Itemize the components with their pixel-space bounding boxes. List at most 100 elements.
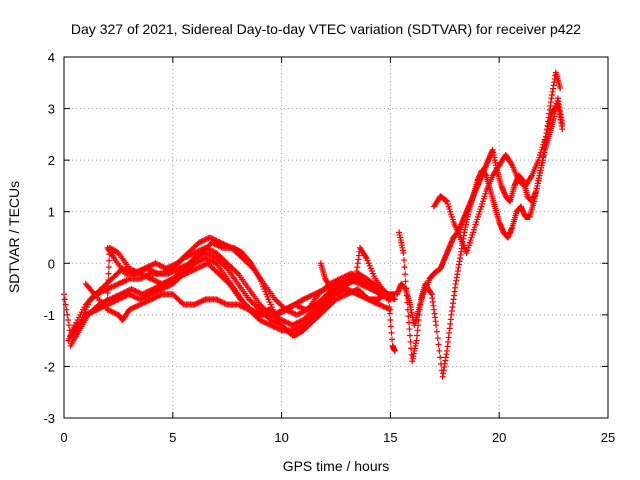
data-point	[315, 289, 322, 296]
data-point	[191, 301, 198, 308]
data-point	[297, 323, 304, 330]
data-point	[61, 296, 68, 303]
data-point	[323, 285, 330, 292]
data-point	[209, 253, 216, 260]
data-point	[112, 282, 119, 289]
data-point	[144, 288, 151, 295]
data-point	[302, 306, 309, 313]
data-point	[417, 301, 424, 308]
data-point	[192, 249, 199, 256]
data-point	[292, 320, 299, 327]
data-point	[150, 286, 157, 293]
data-point	[192, 300, 199, 307]
data-point	[313, 289, 320, 296]
data-point	[153, 260, 160, 267]
data-point	[203, 255, 210, 262]
data-point	[365, 284, 372, 291]
data-point	[307, 293, 314, 300]
data-point	[208, 239, 215, 246]
data-point	[121, 289, 128, 296]
data-point	[149, 276, 156, 283]
data-point	[284, 319, 291, 326]
data-point	[150, 295, 157, 302]
data-point	[437, 354, 444, 361]
data-point	[235, 301, 242, 308]
data-point	[545, 120, 552, 127]
data-point	[289, 322, 296, 329]
data-point	[195, 258, 202, 265]
data-point	[198, 298, 205, 305]
data-point	[191, 249, 198, 256]
data-point	[156, 262, 163, 269]
data-point	[129, 292, 135, 299]
data-point	[279, 317, 286, 324]
data-point	[427, 289, 434, 296]
data-point	[348, 270, 355, 277]
data-point	[148, 262, 155, 269]
data-point	[169, 268, 176, 275]
data-point	[136, 289, 143, 296]
data-point	[433, 322, 440, 329]
data-point	[114, 281, 121, 288]
data-point	[167, 277, 174, 284]
data-point	[403, 285, 410, 292]
data-point	[110, 294, 117, 301]
data-point	[201, 297, 208, 304]
data-point	[136, 268, 143, 275]
data-point	[545, 123, 552, 130]
data-point	[248, 307, 255, 314]
data-point	[247, 258, 254, 265]
data-point	[210, 248, 217, 255]
data-point	[109, 295, 116, 302]
data-point	[267, 317, 274, 324]
data-point	[370, 287, 377, 294]
data-point	[141, 272, 148, 279]
data-point	[199, 297, 206, 304]
data-point	[127, 291, 134, 298]
data-point	[207, 257, 214, 264]
data-point	[206, 251, 213, 258]
data-point	[173, 266, 180, 273]
data-point	[148, 286, 155, 293]
data-point	[139, 267, 146, 274]
data-point	[414, 327, 421, 334]
data-point	[119, 278, 126, 285]
data-point	[405, 313, 412, 320]
data-point	[172, 267, 179, 274]
data-point	[363, 284, 370, 291]
x-tick-label: 25	[601, 430, 615, 445]
data-point	[134, 295, 141, 302]
data-point	[343, 291, 350, 298]
data-point	[170, 262, 177, 269]
data-point	[371, 288, 378, 295]
data-point	[222, 264, 229, 271]
data-point	[191, 266, 198, 273]
data-point	[131, 304, 138, 311]
data-point	[103, 297, 110, 304]
data-point	[148, 296, 155, 303]
grid-lines	[64, 57, 608, 418]
data-point	[117, 291, 124, 298]
data-point	[356, 280, 363, 287]
data-point	[160, 264, 167, 271]
data-point	[297, 318, 304, 325]
data-point	[146, 275, 153, 282]
data-point	[111, 309, 118, 316]
data-point	[112, 310, 119, 317]
data-point	[404, 299, 411, 306]
data-point	[544, 126, 551, 133]
data-point	[362, 253, 369, 260]
data-point	[62, 301, 69, 308]
data-point	[362, 295, 369, 302]
y-tick-label: 2	[48, 153, 55, 168]
data-point	[341, 292, 348, 299]
y-tick-label: -1	[43, 308, 55, 323]
data-point	[333, 296, 339, 303]
data-point	[277, 326, 284, 333]
data-point	[259, 318, 266, 325]
data-point	[357, 292, 364, 299]
data-point	[350, 289, 357, 296]
data-point	[347, 288, 354, 295]
data-point	[141, 299, 148, 306]
data-point	[113, 293, 120, 300]
